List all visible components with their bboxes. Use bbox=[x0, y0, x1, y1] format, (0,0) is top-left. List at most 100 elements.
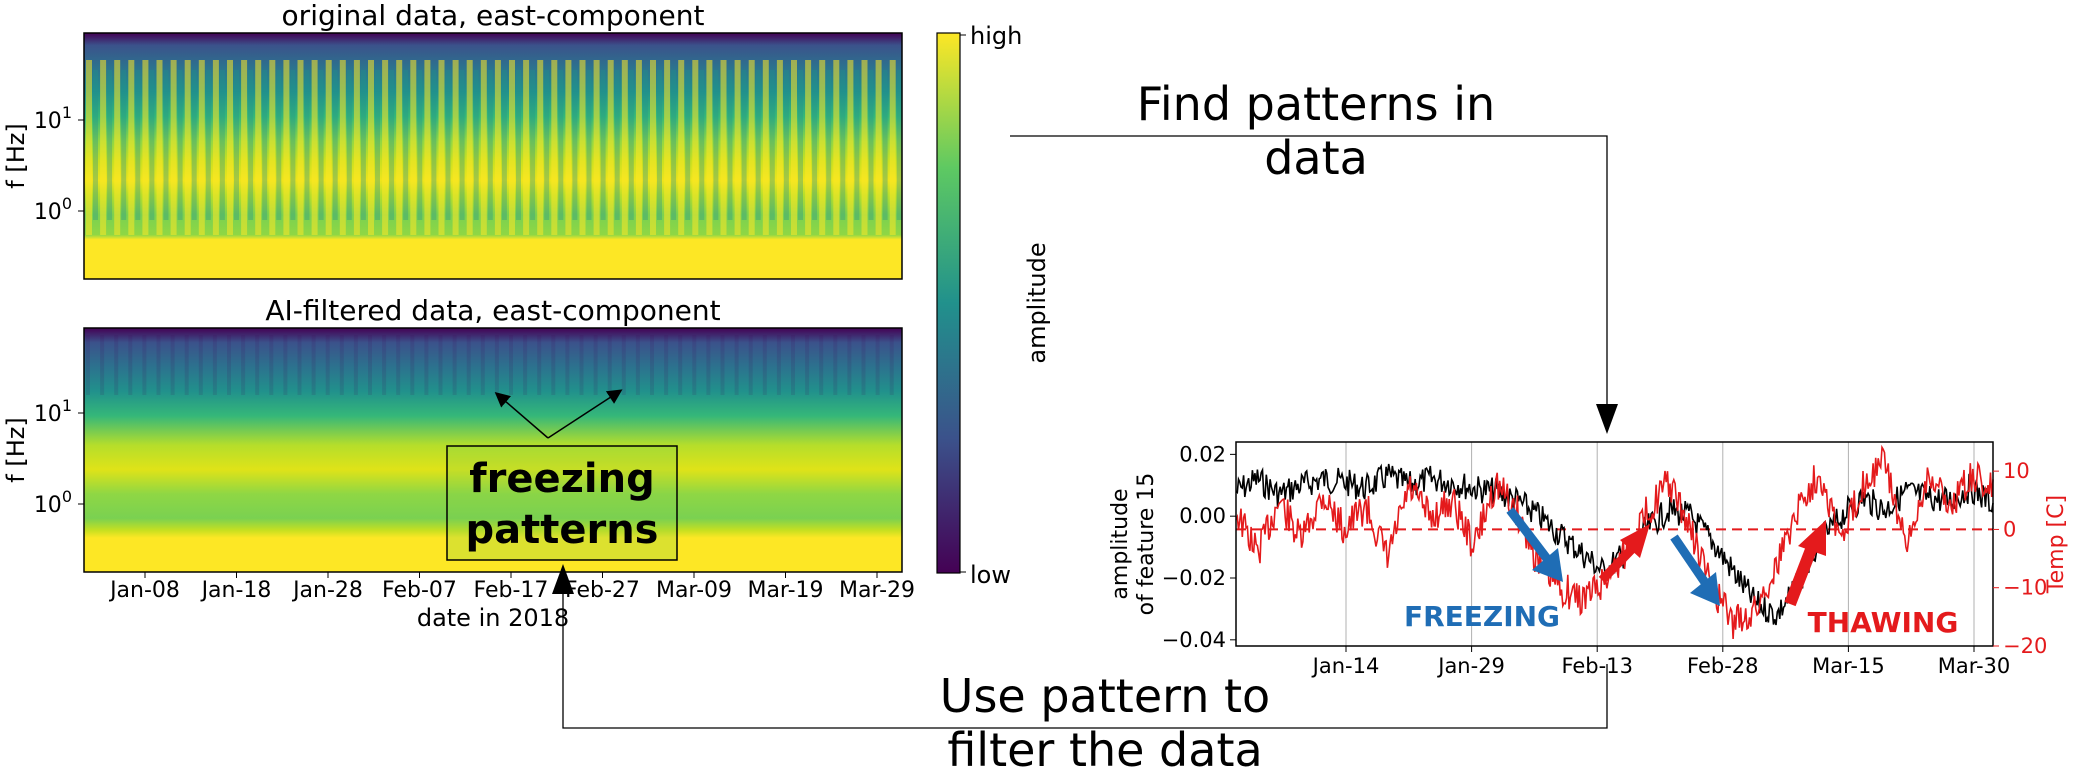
original-y-axis-label: f [Hz] bbox=[2, 123, 30, 188]
thawing-arrow-1 bbox=[1598, 544, 1637, 584]
original-stripe bbox=[572, 70, 578, 220]
original-stripe bbox=[466, 60, 473, 235]
thawing-label: THAWING bbox=[1808, 606, 1959, 639]
original-stripe bbox=[501, 70, 507, 220]
original-stripe bbox=[558, 70, 564, 220]
filtered-stripe bbox=[635, 335, 640, 395]
original-stripe bbox=[473, 70, 479, 220]
original-stripe bbox=[530, 70, 536, 220]
filtered-stripe bbox=[480, 335, 485, 395]
original-stripe bbox=[593, 60, 600, 235]
original-stripe bbox=[255, 60, 262, 235]
original-stripe bbox=[706, 60, 713, 235]
original-stripe bbox=[678, 60, 685, 235]
original-stripe bbox=[360, 70, 366, 220]
original-stripe bbox=[445, 70, 451, 220]
filtered-stripe bbox=[593, 335, 598, 395]
find-patterns-connector bbox=[1010, 135, 1608, 414]
timeseries-frame bbox=[1235, 441, 1994, 647]
x-tick-label: Feb-17 bbox=[474, 578, 549, 603]
original-stripe bbox=[551, 60, 558, 235]
original-stripe bbox=[86, 60, 92, 235]
original-stripe bbox=[121, 70, 127, 220]
left-axis-label-line2: of feature 15 bbox=[1134, 473, 1159, 616]
original-stripe bbox=[93, 70, 98, 220]
original-stripe bbox=[149, 70, 155, 220]
original-stripe bbox=[861, 60, 868, 235]
freezing-label: FREEZING bbox=[1404, 600, 1560, 633]
original-stripe bbox=[741, 70, 747, 220]
original-stripe bbox=[805, 60, 812, 235]
filtered-stripe bbox=[438, 335, 443, 395]
original-stripe bbox=[417, 70, 423, 220]
filtered-stripe bbox=[255, 335, 260, 395]
use-pattern-annotation: Use pattern to filter the data bbox=[552, 564, 1608, 776]
original-stripe bbox=[523, 60, 530, 235]
original-stripe bbox=[657, 70, 662, 220]
filtered-stripe bbox=[100, 335, 105, 395]
y-tick-label: 100 bbox=[34, 487, 72, 518]
original-stripe bbox=[664, 60, 671, 235]
original-stripe bbox=[671, 70, 677, 220]
original-stripe bbox=[734, 60, 741, 235]
original-stripe bbox=[791, 60, 797, 235]
filtered-stripe bbox=[114, 335, 119, 395]
filtered-stripe bbox=[748, 335, 753, 395]
filtered-y-tick-10-0: 100 bbox=[34, 487, 84, 518]
right-axis-label: Temp [C] bbox=[2044, 495, 2069, 594]
filtered-stripe bbox=[692, 335, 697, 395]
filtered-stripe bbox=[833, 335, 838, 395]
x-tick-label: Jan-29 bbox=[1436, 654, 1505, 678]
x-tick-label: Feb-27 bbox=[565, 578, 640, 603]
filtered-stripe bbox=[452, 335, 457, 395]
original-stripe bbox=[368, 60, 374, 235]
original-stripe bbox=[403, 70, 409, 220]
freezing-arrow-2 bbox=[1670, 534, 1710, 587]
original-stripe bbox=[389, 70, 395, 220]
original-stripe bbox=[191, 70, 197, 220]
filtered-stripe bbox=[424, 335, 429, 395]
filtered-stripe bbox=[410, 335, 415, 395]
original-stripe bbox=[156, 60, 163, 235]
original-stripe bbox=[114, 60, 121, 235]
freezing-arrow-right bbox=[547, 389, 623, 439]
x-tick-label: Feb-13 bbox=[1561, 654, 1632, 678]
original-stripe bbox=[896, 70, 902, 220]
freezing-label-line2: patterns bbox=[465, 507, 658, 553]
x-tick-label: Mar-30 bbox=[1938, 654, 2011, 678]
original-stripe bbox=[755, 70, 761, 220]
filtered-stripe bbox=[212, 335, 217, 395]
original-stripe bbox=[840, 70, 846, 220]
left-axis-label-line1: amplitude bbox=[1108, 488, 1133, 599]
filtered-stripe bbox=[86, 335, 90, 395]
filtered-stripe bbox=[339, 335, 344, 395]
thawing-arrow-2 bbox=[1784, 544, 1818, 607]
use-pattern-line2: filter the data bbox=[947, 723, 1262, 776]
filtered-stripe bbox=[579, 335, 584, 395]
original-stripe bbox=[494, 60, 501, 235]
thawing-arrow-1-head bbox=[1620, 524, 1650, 558]
original-stripe bbox=[431, 70, 437, 220]
original-stripe bbox=[748, 60, 755, 235]
original-stripe bbox=[135, 70, 141, 220]
filtered-stripe bbox=[142, 335, 147, 395]
filtered-stripe bbox=[551, 335, 556, 395]
original-stripe bbox=[332, 70, 338, 220]
original-stripe bbox=[579, 60, 586, 235]
filtered-stripe bbox=[607, 335, 612, 395]
find-patterns-line1: Find patterns in bbox=[1137, 77, 1495, 131]
original-stripe bbox=[713, 70, 719, 220]
filtered-stripe bbox=[128, 335, 133, 395]
filtered-stripe bbox=[509, 335, 513, 395]
original-stripe bbox=[621, 60, 628, 235]
original-stripe bbox=[847, 60, 854, 235]
original-stripe bbox=[798, 70, 803, 220]
filtered-stripe bbox=[537, 335, 542, 395]
x-tick-label: Jan-14 bbox=[1311, 654, 1380, 678]
temperature-series bbox=[1235, 444, 1994, 639]
original-stripe bbox=[727, 70, 733, 220]
original-stripe bbox=[100, 60, 107, 235]
thawing-arrow-2-head bbox=[1798, 520, 1826, 556]
filtered-x-axis-label: date in 2018 bbox=[417, 604, 569, 632]
original-stripe bbox=[614, 70, 620, 220]
